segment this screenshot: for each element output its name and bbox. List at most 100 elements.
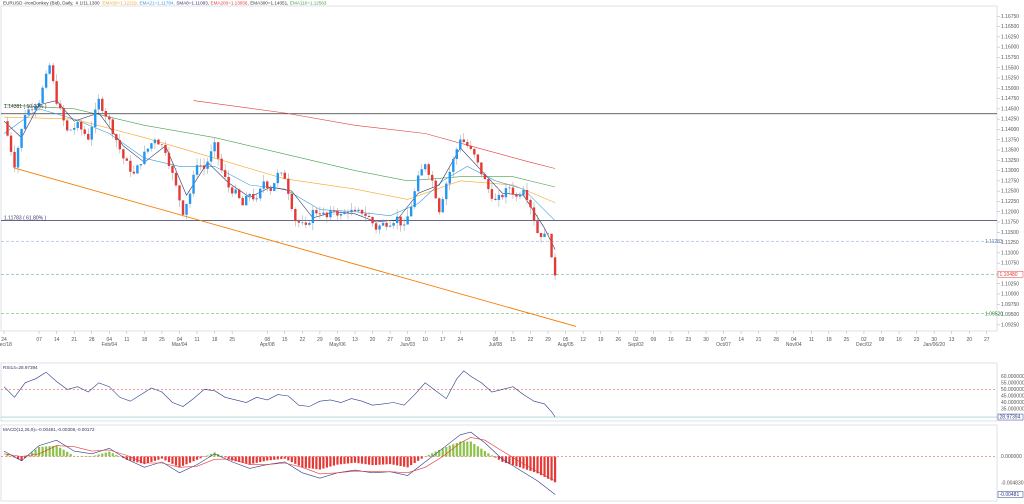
date-tick-label: 28 — [89, 337, 95, 343]
candle-body — [44, 73, 48, 88]
candle-body — [462, 139, 466, 143]
macd-histogram-bar — [192, 456, 195, 462]
candle-body — [48, 65, 51, 74]
rsi-pane[interactable] — [0, 362, 998, 422]
indicator-value-5: EMA110=1.12563 — [290, 1, 327, 6]
candle-body — [325, 212, 329, 218]
candle-body — [476, 154, 480, 163]
macd-pane[interactable] — [0, 424, 998, 502]
macd-histogram-bar — [252, 456, 255, 464]
macd-histogram-bar — [410, 456, 413, 466]
candle-body — [525, 190, 529, 200]
candle-body — [459, 139, 462, 150]
macd-histogram-bar — [332, 456, 336, 466]
candle-body — [27, 109, 30, 115]
macd-histogram-bar — [490, 455, 493, 457]
candle-body — [199, 165, 202, 166]
macd-histogram-bar — [231, 456, 234, 461]
month-label: Sep/02 — [628, 342, 644, 348]
candle-body — [515, 194, 518, 197]
macd-histogram-bar — [34, 449, 37, 457]
date-tick-label: 26 — [615, 337, 621, 343]
macd-histogram-bar — [167, 456, 171, 463]
candle-body — [501, 194, 504, 198]
candle-body — [146, 148, 150, 152]
candle-body — [304, 222, 308, 225]
macd-histogram-bar — [343, 456, 346, 464]
macd-histogram-bar — [325, 456, 329, 468]
macd-histogram-bar — [522, 456, 525, 469]
candle-body — [118, 140, 122, 150]
candle-body — [469, 145, 473, 149]
macd-histogram-bar — [269, 456, 272, 461]
price-axis: 1.16750 1.16500 1.16250 1.16000 1.15750 1.155… — [985, 14, 1024, 328]
macd-histogram-bar — [308, 456, 311, 469]
macd-histogram-bar — [546, 456, 550, 479]
macd-histogram-bar — [62, 449, 65, 457]
macd-histogram-bar — [353, 456, 357, 463]
indicator-value-2: SMA8=1.11083, — [176, 1, 209, 6]
macd-histogram-bar — [20, 456, 23, 461]
macd-histogram-bar — [466, 441, 469, 457]
candle-body — [125, 158, 129, 161]
candle-body — [76, 121, 79, 129]
candle-body — [34, 106, 37, 111]
candle-body — [294, 209, 297, 222]
candle-body — [311, 210, 315, 223]
macd-histogram-bar — [487, 453, 490, 457]
date-tick-label: 03 — [405, 337, 411, 343]
ma-ema50 — [3, 116, 556, 203]
macd-histogram-bar — [413, 456, 416, 463]
macd-histogram-bar — [469, 441, 472, 457]
macd-histogram-bar — [276, 456, 279, 460]
macd-histogram-bar — [420, 456, 423, 459]
macd-histogram-bar — [73, 455, 76, 457]
rsi-line — [3, 370, 556, 418]
macd-histogram-bar — [304, 456, 307, 468]
candle-body — [297, 221, 301, 223]
macd-histogram-bar — [136, 456, 139, 463]
date-tick-label: 09 — [879, 337, 885, 343]
macd-histogram-bar — [381, 456, 385, 465]
candle-body — [301, 222, 304, 224]
candle-body — [101, 98, 104, 112]
macd-histogram-bar — [374, 456, 378, 465]
macd-histogram-bar — [350, 456, 353, 464]
date-tick-label: 07 — [721, 337, 727, 343]
rsi-tick-label: 60.000000 — [1001, 374, 1024, 380]
trendline-layer — [14, 167, 577, 327]
date-tick-label: 23 — [686, 337, 692, 343]
macd-histogram-bar — [452, 444, 455, 457]
month-label: May/06 — [329, 342, 346, 348]
candle-body — [483, 174, 487, 180]
date-tick-label: 02 — [633, 337, 639, 343]
macd-histogram-bar — [525, 456, 529, 470]
macd-histogram-bar — [539, 456, 543, 476]
macd-histogram-bar — [132, 456, 135, 462]
price-info-label: # 1/11.1300 — [76, 1, 100, 6]
candle-body — [385, 222, 388, 227]
date-tick-label: 13 — [352, 337, 358, 343]
indicator-value-3: EMA200=1.13056, — [211, 1, 249, 6]
candle-body — [318, 213, 322, 215]
candle-body — [129, 160, 132, 172]
macd-histogram-bar — [315, 456, 318, 470]
date-tick-label: 15 — [282, 337, 288, 343]
macd-histogram-bar — [48, 446, 51, 457]
price-tick-label: 1.15250 — [1001, 76, 1019, 82]
date-tick-label: 19 — [598, 337, 604, 343]
candle-body — [339, 214, 343, 216]
macd-histogram-bar — [378, 456, 381, 465]
macd-histogram-bar — [536, 456, 539, 474]
date-tick-label: 11 — [124, 337, 129, 343]
candle-body — [399, 216, 402, 226]
macd-histogram-bar — [431, 453, 434, 457]
macd-histogram-bar — [392, 456, 395, 465]
price-pane[interactable] — [0, 5, 998, 332]
macd-histogram-bar — [146, 456, 150, 463]
macd-histogram-bar — [497, 456, 501, 460]
macd-histogram-bar — [52, 445, 55, 457]
macd-histogram-bar — [290, 456, 293, 463]
candle-body — [550, 233, 553, 258]
